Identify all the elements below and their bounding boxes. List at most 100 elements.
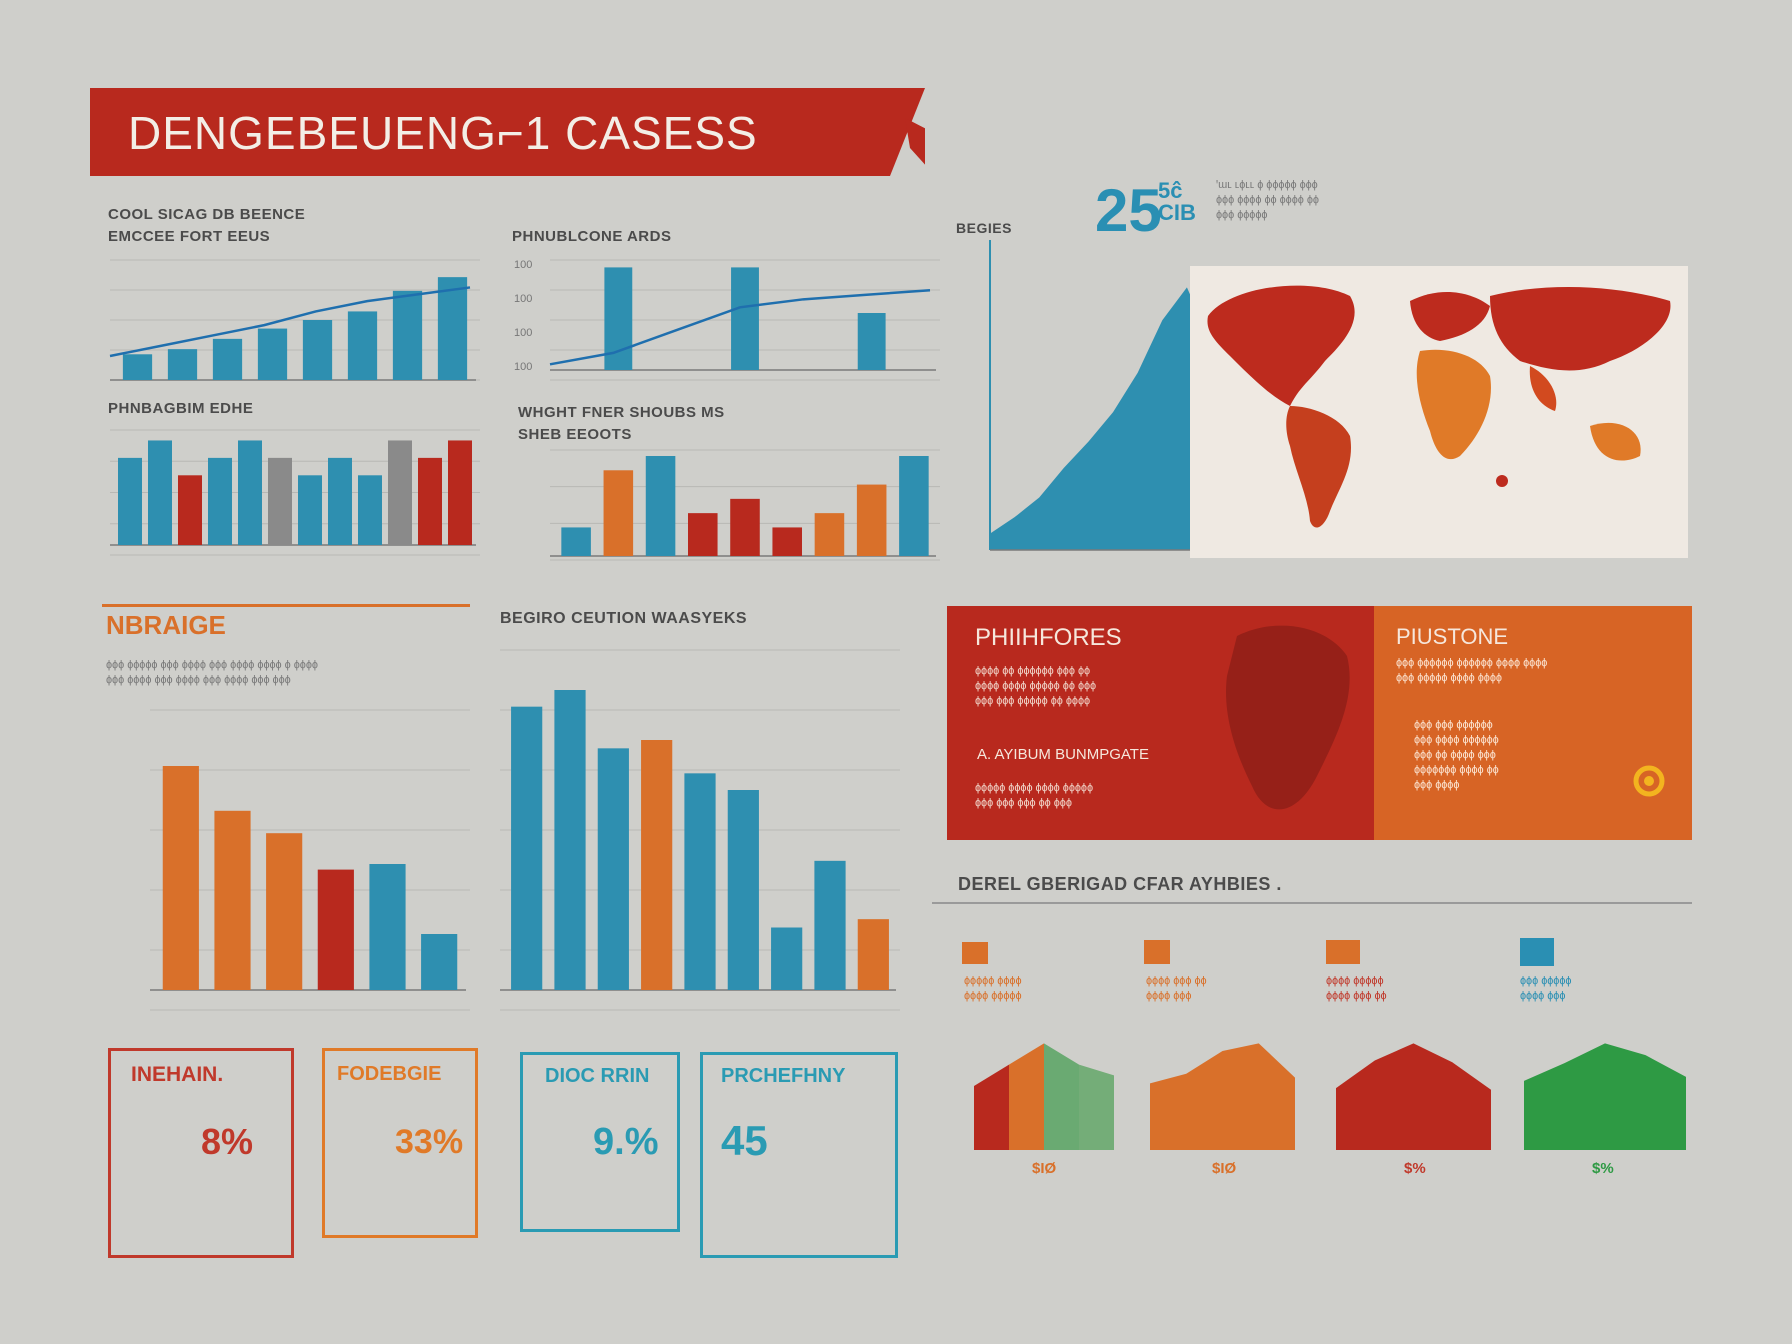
mini-notes-2: ɸɸɸɸ ɸɸɸ ɸɸ ɸɸɸɸ ɸɸɸ	[1146, 975, 1207, 1002]
bar	[122, 354, 153, 380]
bar	[302, 320, 333, 380]
mini-chart-4	[1524, 1043, 1686, 1150]
area-segment	[1009, 1043, 1044, 1150]
mini-notes-1: ɸɸɸɸɸ ɸɸɸɸ ɸɸɸɸ ɸɸɸɸɸ	[964, 975, 1022, 1002]
area	[1150, 1043, 1295, 1150]
series-line	[549, 288, 931, 366]
chart-bottom-center	[500, 649, 900, 1011]
bar	[162, 766, 199, 990]
br-rule	[932, 902, 1692, 904]
header-note: ɸɸɸ ɸɸɸɸɸ	[1216, 209, 1268, 221]
nbraige-title: NBRAIGE	[106, 610, 226, 640]
header-note: ɸɸɸ ɸɸɸɸ ɸɸ ɸɸɸɸ ɸɸ	[1216, 194, 1319, 206]
area	[1524, 1043, 1686, 1150]
bar	[388, 440, 412, 545]
bar	[684, 773, 716, 990]
area-segment	[1079, 1064, 1114, 1150]
bar	[257, 328, 288, 380]
bar	[511, 706, 543, 990]
tl-title-2: EMCCEE FORT EEUS	[108, 228, 271, 245]
bar	[148, 440, 172, 545]
bar	[730, 498, 760, 556]
mini-label-4: $%	[1592, 1160, 1614, 1177]
area-segment	[1044, 1043, 1079, 1150]
stat-card-title: DIOC RRIN	[545, 1065, 650, 1087]
bar	[856, 484, 887, 556]
panel-red-notes-2: ɸɸɸɸɸ ɸɸɸɸ ɸɸɸɸ ɸɸɸɸɸ ɸɸɸ ɸɸɸ ɸɸɸ ɸɸ ɸɸɸ	[975, 782, 1094, 809]
bar	[208, 457, 232, 545]
stat-card-2: FODEBGIE 33%	[322, 1048, 478, 1238]
bar	[347, 311, 378, 380]
mini-header-3	[1326, 940, 1360, 964]
bar	[118, 457, 142, 545]
bar	[645, 456, 676, 556]
panel-red-subtitle: A. AYIBUM BUNMPGATE	[977, 746, 1149, 763]
stat-big: 25	[1095, 177, 1162, 244]
stat-card-value: 33%	[395, 1123, 464, 1161]
y-tick-label: 100	[514, 361, 532, 373]
bar	[597, 748, 629, 990]
mini-chart-2	[1150, 1043, 1295, 1150]
bar	[772, 527, 802, 556]
bar	[899, 456, 929, 556]
bar	[814, 513, 845, 556]
bar	[268, 457, 292, 545]
mc-title-2: SHEB EEOOTS	[518, 426, 632, 443]
bar	[178, 475, 202, 545]
nbraige-notes: ɸɸɸ ɸɸɸɸɸ ɸɸɸ ɸɸɸɸ ɸɸɸ ɸɸɸɸ ɸɸɸɸ ɸ ɸɸɸɸ ɸ…	[106, 659, 318, 686]
panel-red: PHIIHFORES ɸɸɸɸ ɸɸ ɸɸɸɸɸɸ ɸɸɸ ɸɸ ɸɸɸɸ ɸɸɸ…	[947, 606, 1374, 840]
tl-title-1: COOL SICAG DB BEENCE	[108, 206, 306, 223]
bar	[603, 470, 634, 556]
bc-title: BEGIRO CEUTION WAASYEKS	[500, 610, 748, 627]
bar	[421, 934, 458, 990]
stat-card-title: FODEBGIE	[337, 1063, 442, 1085]
y-tick-label: 100	[514, 293, 532, 305]
bar	[212, 338, 243, 380]
panel-red-notes: ɸɸɸɸ ɸɸ ɸɸɸɸɸɸ ɸɸɸ ɸɸ ɸɸɸɸ ɸɸɸɸ ɸɸɸɸɸ ɸɸ …	[975, 665, 1097, 707]
bar	[328, 457, 352, 545]
bar	[771, 927, 803, 990]
br-title: DEREL GBERIGAD CFAR AYHBIES .	[958, 874, 1282, 894]
stat-card-1: INEHAIN. 8%	[108, 1048, 294, 1258]
mini-chart-1	[974, 1043, 1114, 1150]
stat-card-title: PRCHEFHNY	[721, 1065, 846, 1087]
bar	[298, 475, 322, 545]
bar	[418, 457, 442, 545]
bar	[369, 864, 406, 990]
header-note: ꞌ⁠ɯ⁠ʟ ʟɸʟʟ ɸ ɸɸɸɸɸ ɸɸɸ	[1216, 179, 1318, 191]
y-tick-label: 100	[514, 259, 532, 271]
stat-card-value: 45	[721, 1117, 768, 1164]
bar	[167, 349, 198, 380]
sun-icon	[1633, 765, 1665, 797]
bar	[727, 790, 759, 990]
stat-card-title: INEHAIN.	[131, 1063, 224, 1086]
panel-orange: PIUSTONE ɸɸɸ ɸɸɸɸɸɸ ɸɸɸɸɸɸ ɸɸɸɸ ɸɸɸɸ ɸɸɸ …	[1374, 606, 1692, 840]
series-line	[109, 286, 471, 358]
area	[1336, 1043, 1491, 1150]
bar	[814, 860, 846, 990]
chart-bottom-left	[150, 709, 470, 1011]
page-title: DENGEBEUENG⌐1 CASESS	[128, 107, 758, 159]
mc-title-1: WHGHT FNER SHOUBS MS	[518, 404, 725, 421]
stat-card-value: 9.%	[593, 1121, 659, 1163]
bar	[437, 277, 468, 380]
mini-notes-3: ɸɸɸɸ ɸɸɸɸɸ ɸɸɸɸ ɸɸɸ ɸɸ	[1326, 975, 1387, 1002]
chart-mid-left	[110, 429, 480, 556]
mini-header-2	[1144, 940, 1170, 964]
ml-title: PHNBAGBIM EDHE	[108, 400, 254, 417]
panel-orange-list: ɸɸɸ ɸɸɸ ɸɸɸɸɸɸ ɸɸɸ ɸɸɸɸ ɸɸɸɸɸɸ ɸɸɸ ɸɸ ɸɸɸɸ…	[1414, 719, 1499, 791]
chart-top-center: 100 100 100 100	[514, 259, 940, 381]
bar	[238, 440, 262, 545]
mini-header-4	[1520, 938, 1554, 966]
mini-label-1: $IØ	[1032, 1160, 1057, 1177]
mini-label-3: $%	[1404, 1160, 1426, 1177]
bar	[392, 290, 423, 380]
stat-card-value: 8%	[201, 1121, 254, 1162]
bar	[731, 267, 759, 370]
mini-notes-4: ɸɸɸ ɸɸɸɸɸ ɸɸɸɸ ɸɸɸ	[1520, 975, 1572, 1002]
mini-label-2: $IØ	[1212, 1160, 1237, 1177]
chart-mid-center	[550, 449, 940, 561]
bar	[857, 313, 886, 370]
panel-orange-title: PIUSTONE	[1396, 624, 1509, 649]
bar	[554, 690, 586, 990]
